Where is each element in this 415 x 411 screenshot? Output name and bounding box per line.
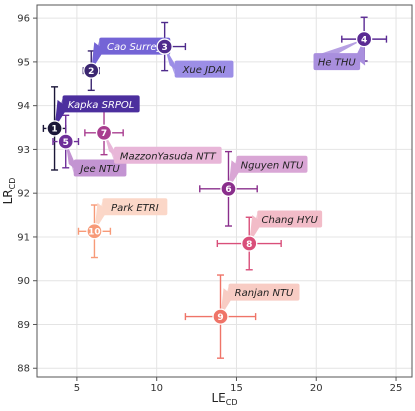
callout-box <box>236 155 308 173</box>
callout-label: Kapka SRPOL <box>68 100 135 111</box>
point-label: Nguyen NTU <box>228 155 308 189</box>
callout-box <box>174 60 234 78</box>
point-id-label: 2 <box>88 67 94 77</box>
y-tick-label: 96 <box>17 14 30 25</box>
y-axis-title-main: LR <box>1 189 15 204</box>
callout-box <box>62 95 140 113</box>
point-id-label: 9 <box>217 313 223 323</box>
y-tick-label: 94 <box>17 101 30 112</box>
x-tick-label: 5 <box>74 383 80 394</box>
y-tick-label: 88 <box>17 364 30 375</box>
y-axis-title: LRCD <box>1 178 17 205</box>
y-tick-label: 95 <box>17 57 30 68</box>
callout-label: Jee NTU <box>78 164 120 175</box>
y-tick-label: 92 <box>17 189 30 200</box>
x-tick-label: 25 <box>390 383 403 394</box>
data-point: 2 <box>83 62 100 79</box>
point-labels: Kapka SRPOL Cao Surrey Xue JDAI He THU Jee N… <box>54 37 366 317</box>
point-marker <box>86 223 103 240</box>
callout-label: Cao Surrey <box>107 42 163 53</box>
callout-box <box>257 210 323 228</box>
y-tick-label: 91 <box>17 232 30 243</box>
x-axis-title-sub: CD <box>226 398 238 407</box>
data-point: 8 <box>241 235 258 252</box>
point-id-label: 10 <box>88 228 101 238</box>
data-point: 1 <box>46 120 63 137</box>
callout-box <box>102 198 168 216</box>
callout-label: MazzonYasuda NTT <box>120 151 217 162</box>
data-point: 10 <box>86 223 103 240</box>
callout-box <box>99 37 171 55</box>
point-label: Jee NTU <box>65 141 127 177</box>
x-axis-title: LECD <box>211 391 237 407</box>
data-point: 5 <box>57 133 74 150</box>
callout-label: Chang HYU <box>262 215 319 226</box>
y-axis-title-sub: CD <box>8 178 17 190</box>
point-label: Xue JDAI <box>164 46 234 78</box>
callout-box <box>114 146 222 164</box>
callout-label: Ranjan NTU <box>235 288 294 299</box>
y-tick-label: 93 <box>17 145 30 156</box>
point-label: MazzonYasuda NTT <box>104 132 222 164</box>
point-marker <box>57 133 74 150</box>
callout-box <box>73 159 127 177</box>
point-id-label: 6 <box>225 185 231 195</box>
callout-label: Nguyen NTU <box>241 160 304 171</box>
point-label: Kapka SRPOL <box>54 95 140 129</box>
data-point: 6 <box>220 180 237 197</box>
point-marker <box>95 124 113 141</box>
point-marker <box>355 30 373 48</box>
plot-frame <box>36 4 413 378</box>
point-id-label: 8 <box>246 240 252 250</box>
callout-pointer-fill <box>65 141 74 174</box>
x-tick-label: 10 <box>150 383 163 394</box>
x-tick-label: 20 <box>310 383 323 394</box>
data-point: 3 <box>156 38 173 55</box>
point-marker <box>220 180 237 197</box>
point-label: Ranjan NTU <box>220 283 300 317</box>
x-axis-title-main: LE <box>211 391 225 405</box>
point-id-label: 5 <box>63 138 69 148</box>
x-tick-label: 15 <box>230 383 243 394</box>
callout-label: Xue JDAI <box>182 65 226 76</box>
data-points: 1 2 3 4 5 6 7 8 9 10 <box>46 30 373 325</box>
callout-pointer-fill <box>91 40 100 71</box>
y-tick-label: 90 <box>17 276 30 287</box>
point-marker <box>212 308 229 325</box>
point-label: Chang HYU <box>249 210 323 244</box>
callout-box <box>313 53 361 71</box>
point-marker <box>46 120 63 137</box>
data-point: 4 <box>355 30 373 48</box>
point-label: He THU <box>313 39 366 71</box>
point-marker <box>83 62 100 79</box>
point-marker <box>241 235 258 252</box>
callout-label: He THU <box>318 58 356 69</box>
point-marker <box>156 38 173 55</box>
data-point: 9 <box>212 308 229 325</box>
point-id-label: 1 <box>51 125 57 135</box>
data-point: 7 <box>95 124 113 141</box>
callout-box <box>228 283 300 301</box>
point-id-label: 4 <box>361 35 367 45</box>
error-bar <box>52 114 80 169</box>
y-tick-label: 89 <box>17 320 30 331</box>
callout-label: Park ETRI <box>111 203 159 214</box>
point-id-label: 7 <box>101 129 107 139</box>
point-id-label: 3 <box>162 43 168 53</box>
